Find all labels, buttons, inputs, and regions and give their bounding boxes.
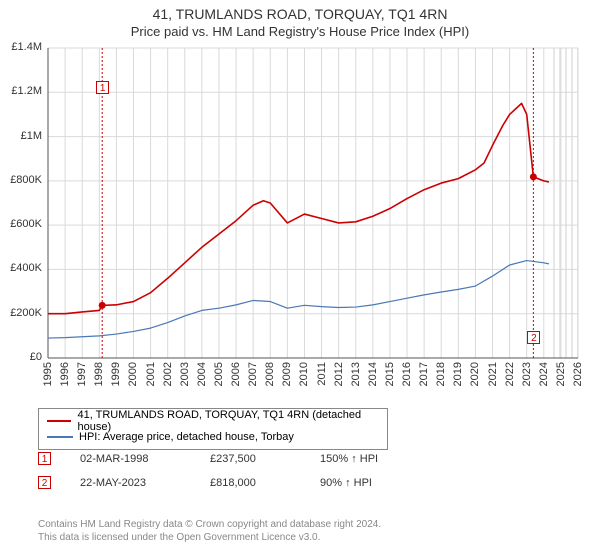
legend-item-subject: 41, TRUMLANDS ROAD, TORQUAY, TQ1 4RN (de… xyxy=(47,413,379,429)
chart-plot xyxy=(0,0,600,360)
x-tick-label: 1997 xyxy=(76,362,88,386)
x-tick-label: 2012 xyxy=(333,362,345,386)
legend-swatch-hpi xyxy=(47,436,73,438)
x-tick-label: 2014 xyxy=(367,362,379,386)
legend-swatch-subject xyxy=(47,420,71,422)
x-tick-label: 2016 xyxy=(401,362,413,386)
x-tick-label: 2025 xyxy=(555,362,567,386)
x-tick-label: 2022 xyxy=(504,362,516,386)
transaction-marker-1: 1 xyxy=(96,81,109,94)
y-tick-label: £400K xyxy=(0,262,42,274)
x-tick-label: 2008 xyxy=(264,362,276,386)
x-tick-label: 2011 xyxy=(316,362,328,386)
x-tick-label: 2021 xyxy=(487,362,499,386)
transaction-marker-2: 2 xyxy=(527,331,540,344)
chart-container: 41, TRUMLANDS ROAD, TORQUAY, TQ1 4RN Pri… xyxy=(0,0,600,560)
transaction-row: 1 02-MAR-1998£237,500150% ↑ HPI xyxy=(38,452,440,465)
attribution: Contains HM Land Registry data © Crown c… xyxy=(38,518,381,544)
x-tick-label: 2009 xyxy=(281,362,293,386)
y-tick-label: £1.2M xyxy=(0,85,42,97)
transaction-price: £237,500 xyxy=(210,453,320,465)
x-tick-label: 2018 xyxy=(435,362,447,386)
transaction-pct-vs-hpi: 150% ↑ HPI xyxy=(320,453,440,465)
x-tick-label: 2017 xyxy=(418,362,430,386)
x-tick-label: 2013 xyxy=(350,362,362,386)
x-tick-label: 2015 xyxy=(384,362,396,386)
legend: 41, TRUMLANDS ROAD, TORQUAY, TQ1 4RN (de… xyxy=(38,408,388,450)
attribution-line-1: Contains HM Land Registry data © Crown c… xyxy=(38,518,381,531)
x-tick-label: 2007 xyxy=(247,362,259,386)
x-tick-label: 1996 xyxy=(59,362,71,386)
x-tick-label: 2004 xyxy=(196,362,208,386)
y-tick-label: £1M xyxy=(0,130,42,142)
y-tick-label: £0 xyxy=(0,351,42,363)
x-tick-label: 2002 xyxy=(162,362,174,386)
x-tick-label: 2000 xyxy=(127,362,139,386)
transaction-row: 2 22-MAY-2023£818,00090% ↑ HPI xyxy=(38,476,440,489)
legend-label-subject: 41, TRUMLANDS ROAD, TORQUAY, TQ1 4RN (de… xyxy=(77,409,379,433)
y-tick-label: £800K xyxy=(0,174,42,186)
y-tick-label: £1.4M xyxy=(0,41,42,53)
x-tick-label: 2026 xyxy=(572,362,584,386)
x-tick-label: 2006 xyxy=(230,362,242,386)
transaction-date: 22-MAY-2023 xyxy=(80,477,210,489)
x-tick-label: 2003 xyxy=(179,362,191,386)
x-tick-label: 1999 xyxy=(110,362,122,386)
x-tick-label: 1995 xyxy=(42,362,54,386)
y-tick-label: £200K xyxy=(0,307,42,319)
x-tick-label: 2005 xyxy=(213,362,225,386)
x-tick-label: 2010 xyxy=(298,362,310,386)
transaction-pct-vs-hpi: 90% ↑ HPI xyxy=(320,477,440,489)
x-tick-label: 2001 xyxy=(145,362,157,386)
transaction-date: 02-MAR-1998 xyxy=(80,453,210,465)
x-tick-label: 2019 xyxy=(452,362,464,386)
x-tick-label: 1998 xyxy=(93,362,105,386)
transaction-row-marker: 2 xyxy=(38,476,51,489)
x-tick-label: 2023 xyxy=(521,362,533,386)
y-tick-label: £600K xyxy=(0,218,42,230)
transaction-row-marker: 1 xyxy=(38,452,51,465)
x-tick-label: 2024 xyxy=(538,362,550,386)
legend-label-hpi: HPI: Average price, detached house, Torb… xyxy=(79,431,294,443)
x-tick-label: 2020 xyxy=(469,362,481,386)
attribution-line-2: This data is licensed under the Open Gov… xyxy=(38,531,381,544)
transaction-price: £818,000 xyxy=(210,477,320,489)
